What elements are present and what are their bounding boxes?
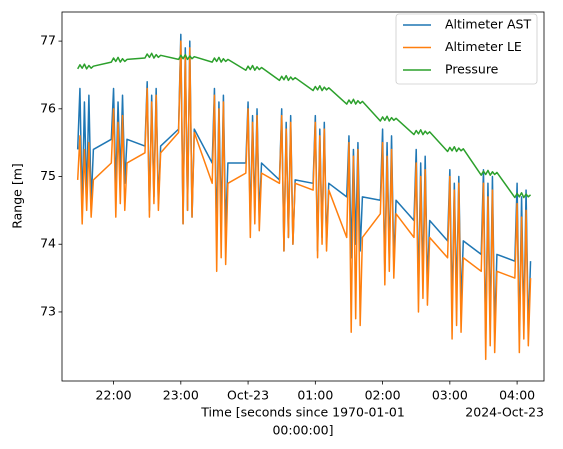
y-tick-label: 77: [40, 33, 56, 48]
y-tick-label: 75: [40, 168, 56, 183]
x-tick-label: Oct-23: [227, 388, 269, 403]
y-tick-label: 74: [40, 236, 56, 251]
x-tick-label: 22:00: [96, 388, 132, 403]
x-axis-label: 00:00:00]: [272, 423, 333, 438]
x-tick-label: 04:00: [499, 388, 535, 403]
x-tick-label: 02:00: [365, 388, 401, 403]
x-tick-label: 23:00: [163, 388, 199, 403]
legend-label: Altimeter AST: [445, 17, 531, 32]
y-tick-label: 76: [40, 100, 56, 115]
series-line: [77, 52, 532, 199]
y-axis-label: Range [m]: [10, 163, 25, 229]
series-line: [76, 40, 532, 361]
axes-frame: [61, 11, 545, 382]
x-offset-label: 2024-Oct-23: [465, 405, 544, 420]
y-tick-label: 73: [40, 303, 56, 318]
x-axis-label: Time [seconds since 1970-01-01: [200, 405, 405, 420]
legend-label: Pressure: [445, 62, 499, 77]
x-tick-label: 03:00: [432, 388, 468, 403]
legend-label: Altimeter LE: [445, 39, 522, 54]
legend-box: [395, 13, 538, 85]
x-tick-label: 01:00: [297, 388, 333, 403]
